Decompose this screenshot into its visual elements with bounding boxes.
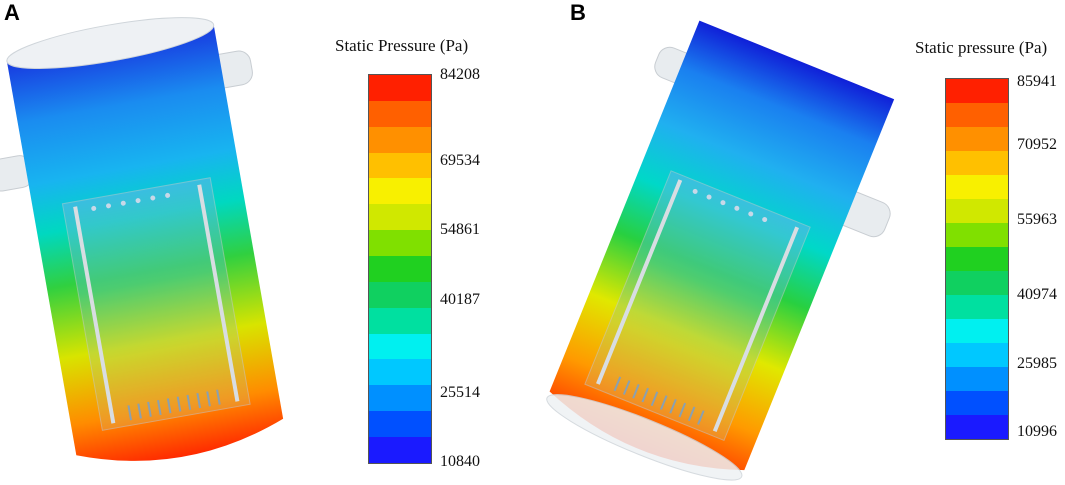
panel-label-b: B xyxy=(570,0,586,25)
colorbar-b-tick-5: 25985 xyxy=(1017,355,1057,372)
cbarB-band xyxy=(946,79,1008,103)
cbarB-band xyxy=(946,343,1008,367)
colorbar-b-tick-6: 10996 xyxy=(1017,423,1057,440)
cbarB-band xyxy=(946,247,1008,271)
cbarB-band xyxy=(946,223,1008,247)
cbarB-band xyxy=(946,319,1008,343)
cbarB-band xyxy=(946,415,1008,439)
cbarB-band xyxy=(946,271,1008,295)
colorbar-b xyxy=(945,78,1009,440)
cbarA-band xyxy=(369,307,431,334)
colorbar-b-tick-2: 70952 xyxy=(1017,136,1057,153)
cbarA-band xyxy=(369,333,431,360)
colorbar-b-tick-1: 85941 xyxy=(1017,73,1057,90)
cbarB-band xyxy=(946,103,1008,127)
cbarA-band xyxy=(369,411,431,438)
cbarB-band xyxy=(946,127,1008,151)
colorbar-a-tick-6: 10840 xyxy=(440,453,480,470)
cbarB-band xyxy=(946,151,1008,175)
colorbar-a-tick-1: 84208 xyxy=(440,66,480,83)
legend-title-a: Static Pressure (Pa) xyxy=(335,36,469,55)
cbarA-band xyxy=(369,204,431,231)
cbarA-band xyxy=(369,385,431,412)
colorbar-a xyxy=(368,74,432,464)
vessel-a-body xyxy=(0,17,284,461)
colorbar-b-tick-3: 55963 xyxy=(1017,211,1057,228)
cbarB-band xyxy=(946,199,1008,223)
cbarA-band xyxy=(369,126,431,153)
cbarA-band xyxy=(369,256,431,282)
cbarB-band xyxy=(946,295,1008,319)
cbarB-band xyxy=(946,367,1008,391)
cbarA-band xyxy=(369,152,431,179)
colorbar-a-tick-3: 54861 xyxy=(440,221,480,238)
cbarB-band xyxy=(946,175,1008,199)
panel-label-a: A xyxy=(4,0,20,25)
colorbar-a-tick-5: 25514 xyxy=(440,384,480,401)
cbarA-band xyxy=(369,178,431,205)
cbarA-band xyxy=(369,281,431,308)
cbarA-band xyxy=(369,359,431,386)
colorbar-a-tick-2: 69534 xyxy=(440,152,480,169)
cbarA-band xyxy=(369,230,431,257)
legend-title-b: Static pressure (Pa) xyxy=(915,38,1048,57)
cbarA-band xyxy=(369,100,431,127)
cbarA-band xyxy=(369,437,431,463)
colorbar-b-tick-4: 40974 xyxy=(1017,286,1057,303)
cbarA-band xyxy=(369,75,431,101)
colorbar-a-tick-4: 40187 xyxy=(440,291,480,308)
vessel-b-body xyxy=(546,20,895,481)
cbarB-band xyxy=(946,391,1008,415)
